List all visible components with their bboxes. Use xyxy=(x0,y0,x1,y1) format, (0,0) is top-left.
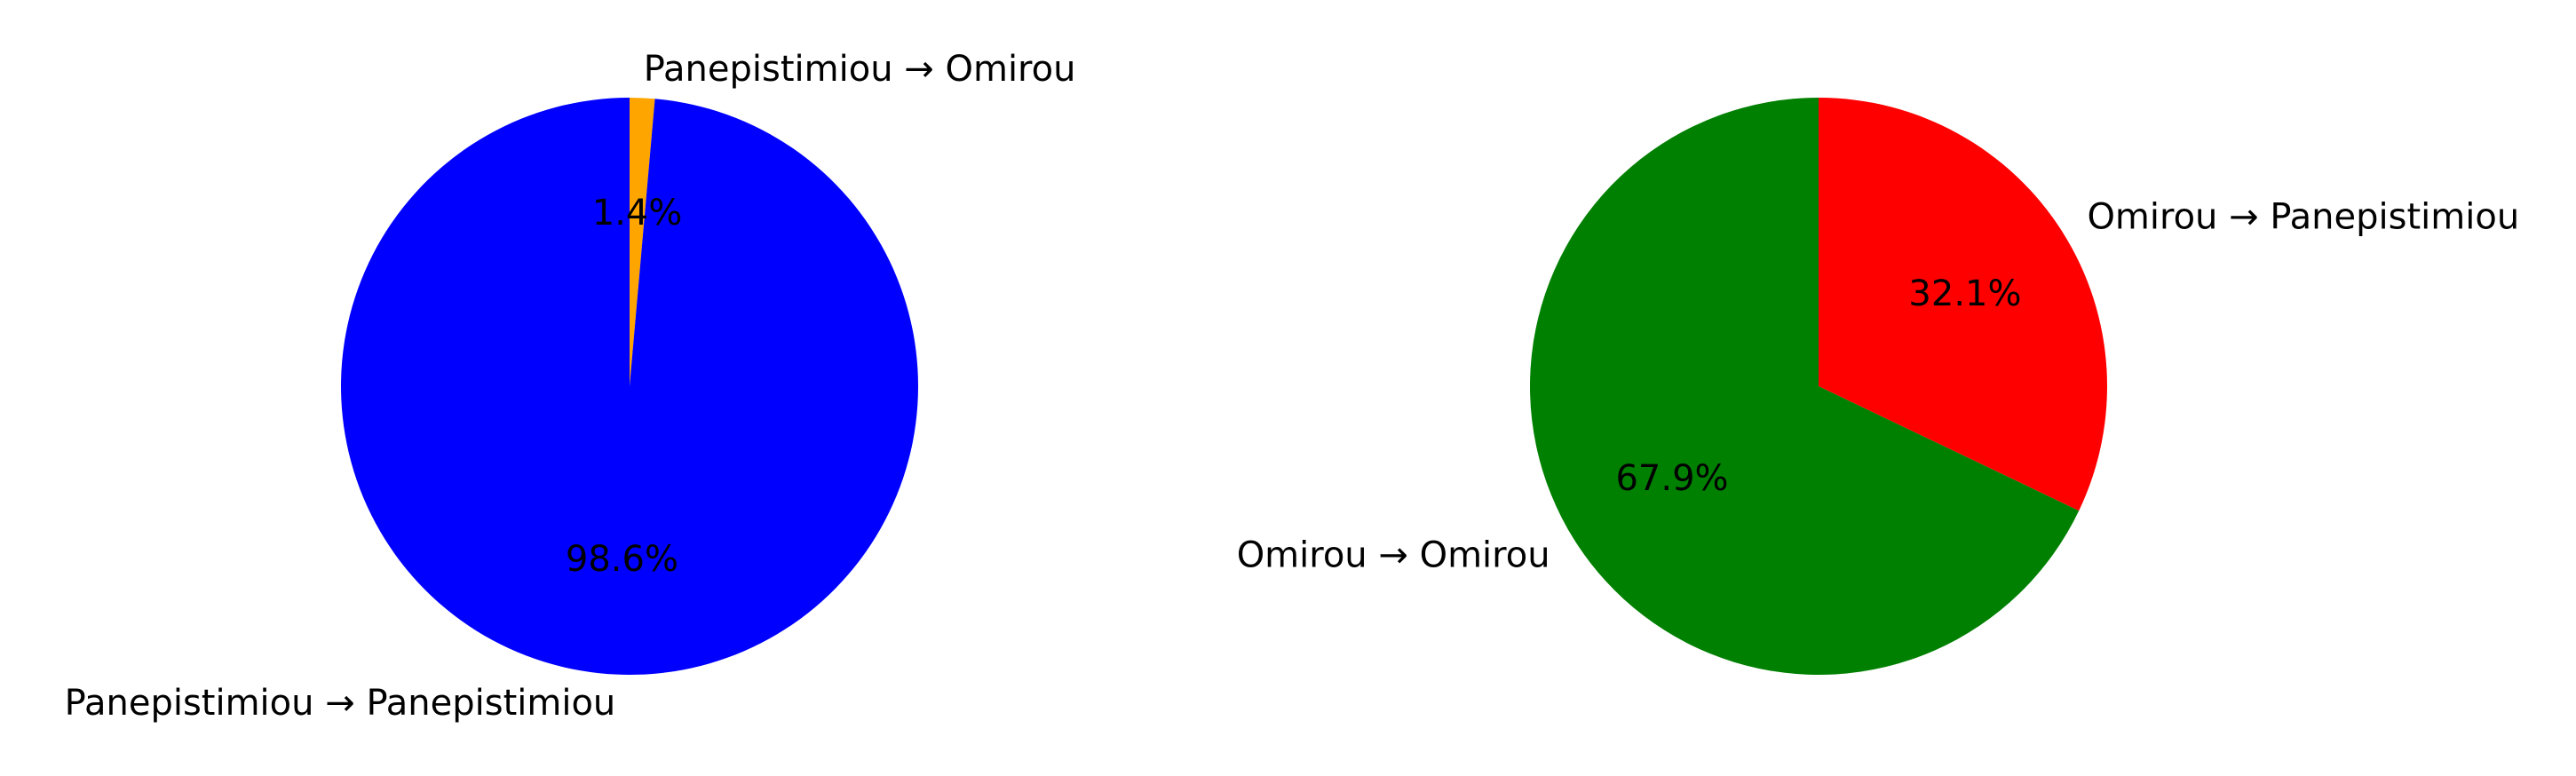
pie-1-pct-label-0: 32.1% xyxy=(1908,273,2021,314)
pie-0-pct-label-0: 1.4% xyxy=(592,193,683,234)
pie-1-pct-label-1: 67.9% xyxy=(1615,458,1728,499)
pie-0-slice-label-0: Panepistimiou → Omirou xyxy=(644,49,1076,90)
pie-1-slice-label-1: Omirou → Omirou xyxy=(1237,535,1550,576)
pie-1-slice-0 xyxy=(1819,98,2107,511)
pie-chart-right: 32.1% Omirou → Panepistimiou 67.9% Omirou →… xyxy=(1237,98,2519,675)
pie-0-pct-label-1: 98.6% xyxy=(566,539,678,580)
pie-0-slice-0 xyxy=(630,98,655,386)
pie-1-slice-label-0: Omirou → Panepistimiou xyxy=(2087,196,2519,237)
pie-0-slice-1 xyxy=(341,98,918,676)
pie-0-slice-label-1: Panepistimiou → Panepistimiou xyxy=(65,683,616,724)
pie-chart-left: 1.4% Panepistimiou → Omirou 98.6% Panepisti… xyxy=(65,49,1076,724)
pie-1-slice-1 xyxy=(1530,98,2080,675)
